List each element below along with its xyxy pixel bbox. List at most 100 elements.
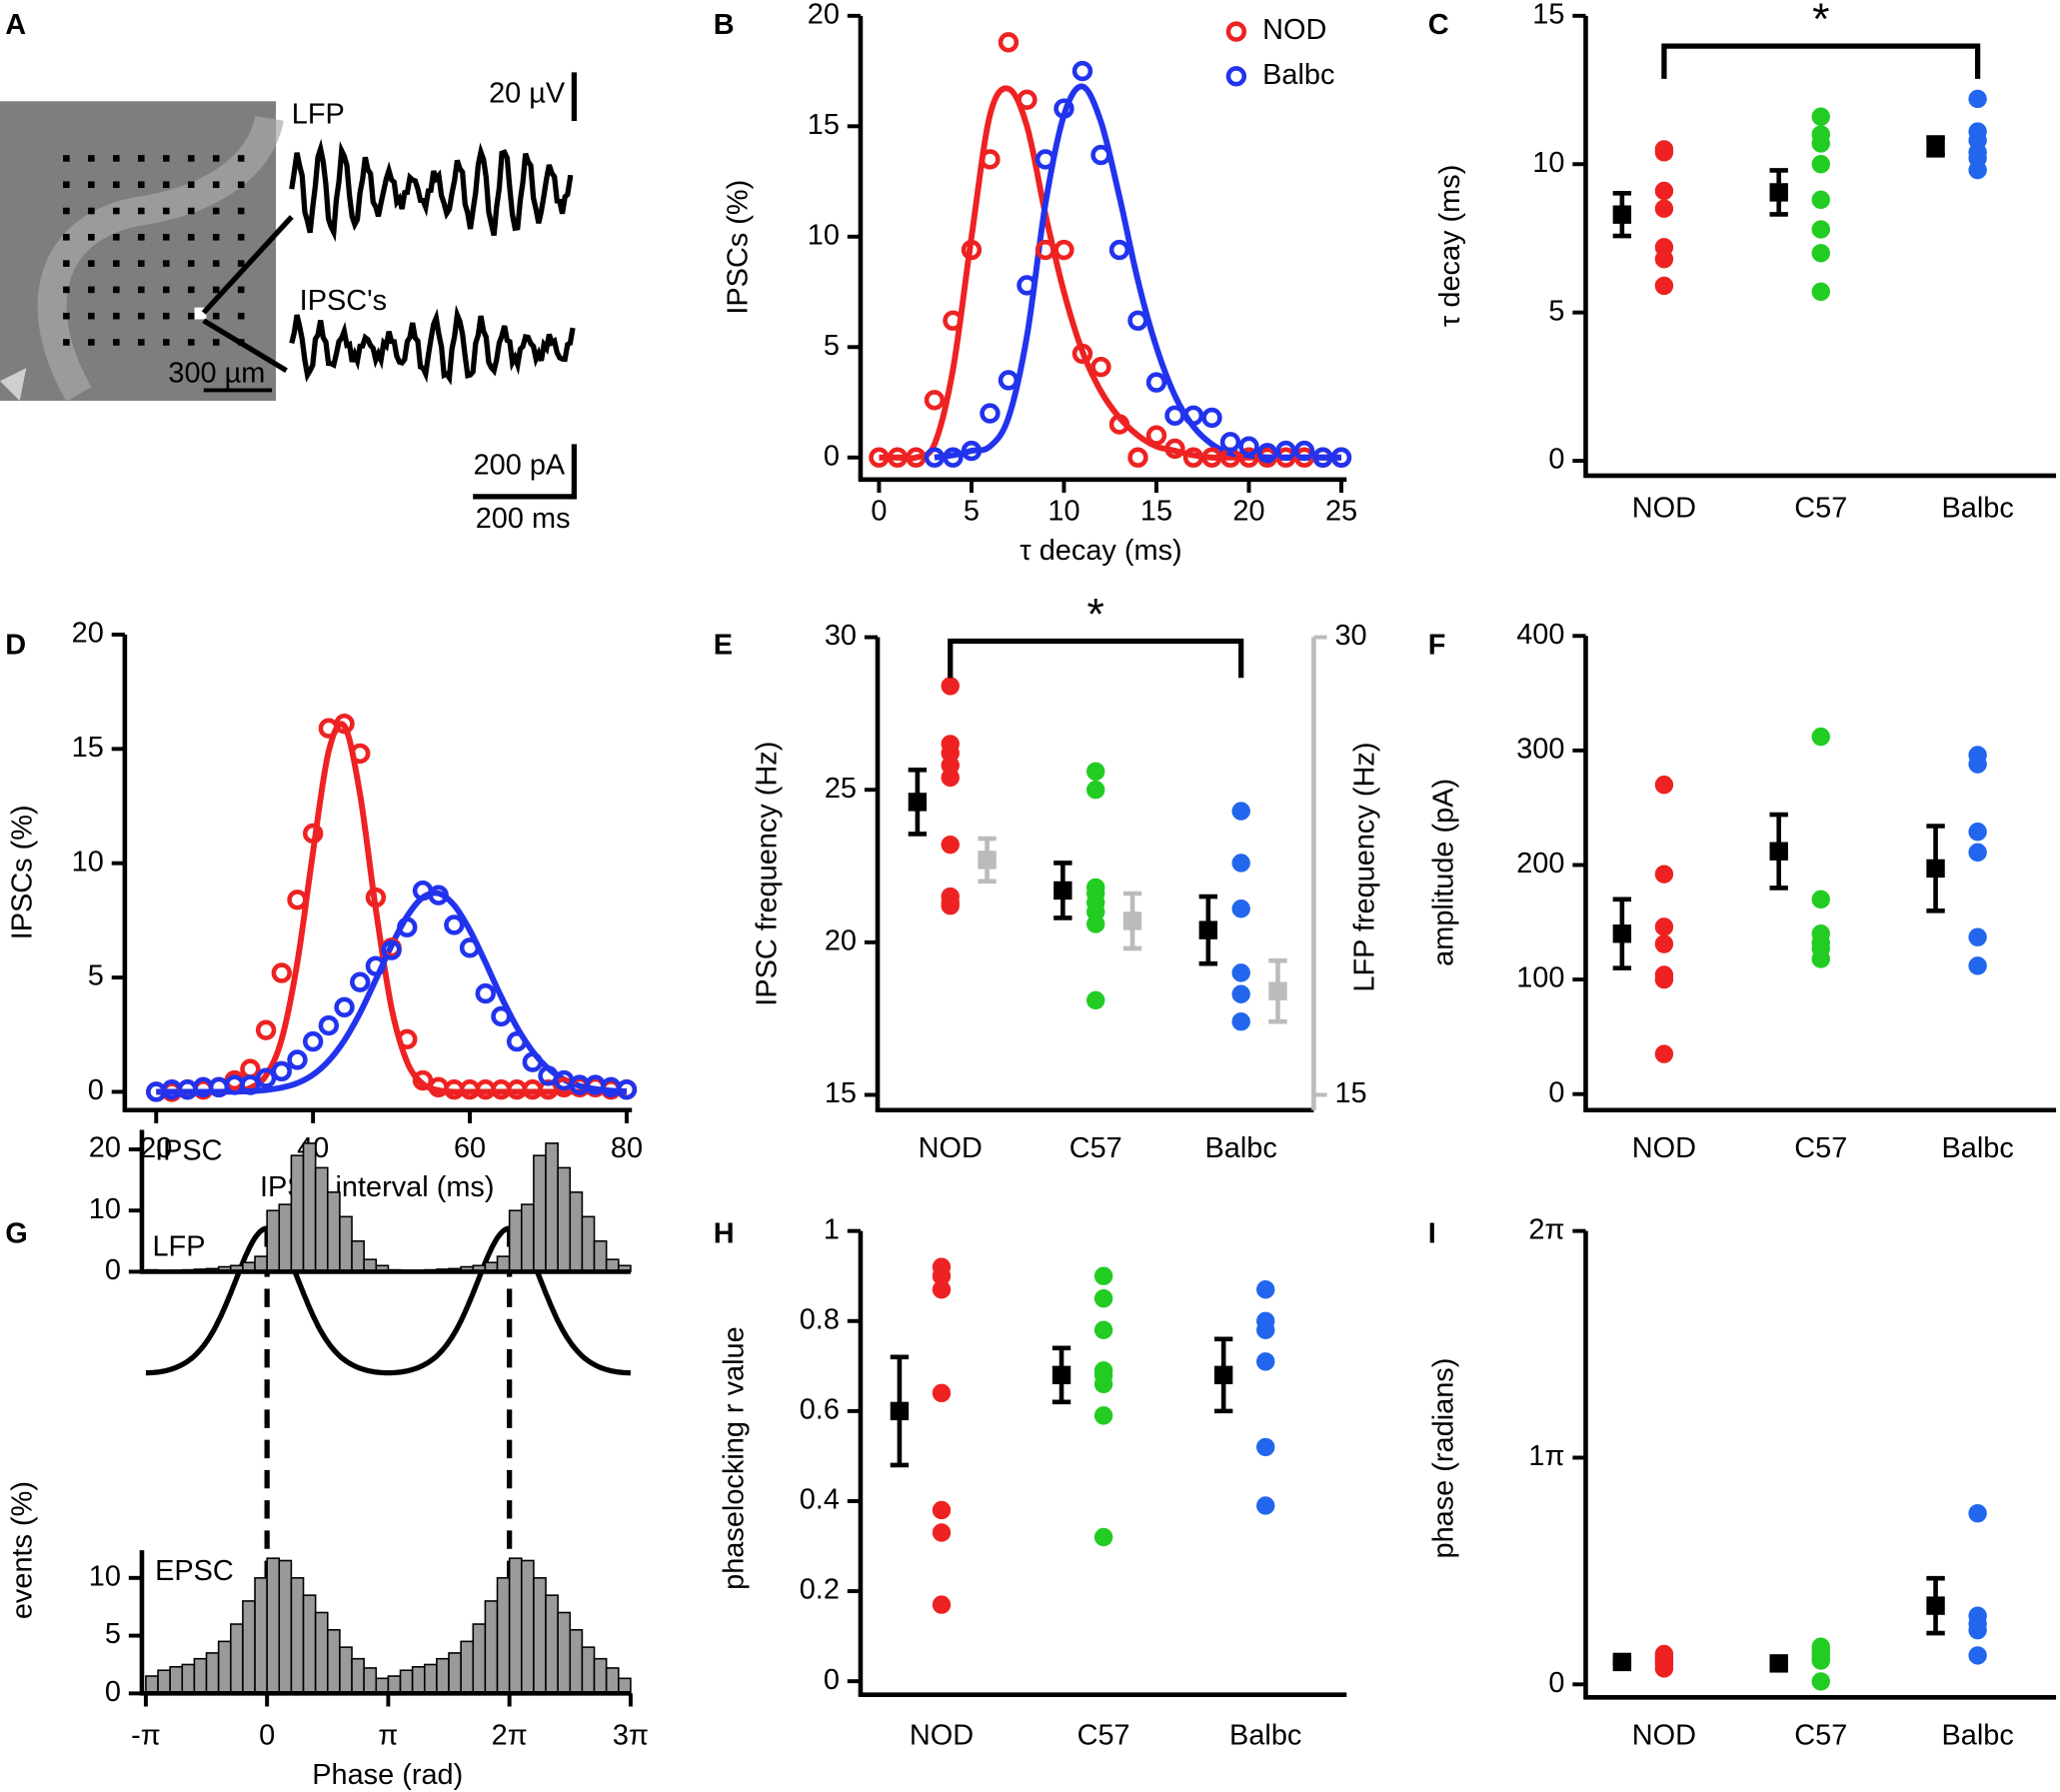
data-point <box>1968 1620 1987 1640</box>
histogram-bar <box>460 1640 475 1695</box>
mean-marker <box>1612 205 1632 224</box>
data-point <box>961 440 983 462</box>
histogram-bar <box>290 1154 305 1273</box>
x-tick-label: 0 <box>259 1719 275 1751</box>
data-point <box>1090 356 1111 378</box>
histogram-bar <box>605 1667 620 1695</box>
data-point <box>381 939 402 960</box>
histogram-label: IPSC <box>155 1134 222 1166</box>
data-point <box>1201 407 1222 429</box>
y-tick-label: 30 <box>825 620 857 652</box>
data-point <box>1968 160 1987 180</box>
significance-label: * <box>1087 591 1104 640</box>
data-point <box>365 955 387 976</box>
data-point <box>428 885 449 905</box>
histogram-bar <box>242 1600 256 1695</box>
mean-marker <box>1612 1652 1632 1672</box>
mean-marker <box>908 793 928 812</box>
axis-label: τ decay (ms) <box>1020 535 1181 567</box>
trace-label: IPSC's <box>300 285 387 317</box>
panel-label: G <box>5 1217 27 1249</box>
grid-dot <box>162 286 170 294</box>
grid-dot <box>187 207 195 215</box>
grid-dot <box>212 339 220 346</box>
data-point <box>240 1074 261 1095</box>
fit-line <box>934 83 1342 461</box>
y-tick-label: 20 <box>89 1132 121 1164</box>
grid-dot <box>63 181 70 189</box>
data-point <box>334 713 355 735</box>
data-point <box>350 971 371 992</box>
axis-label: τ decay (ms) <box>1434 165 1466 327</box>
data-point <box>365 887 387 908</box>
histogram-bar <box>229 1623 244 1695</box>
x-tick-label: NOD <box>919 1132 983 1164</box>
x-tick-label: 25 <box>1325 495 1357 527</box>
x-tick-label: 20 <box>140 1132 172 1164</box>
y-tick-label: 0 <box>824 440 840 472</box>
y-tick-label: 10 <box>89 1560 121 1592</box>
data-point <box>1090 144 1111 166</box>
data-point <box>1053 98 1074 119</box>
data-point <box>1231 854 1250 873</box>
grid-dot <box>113 207 120 215</box>
data-point <box>1086 990 1105 1010</box>
data-point <box>1654 143 1674 162</box>
data-point <box>1093 1406 1113 1425</box>
x-tick-label: 80 <box>611 1132 643 1164</box>
histogram-bar <box>520 1559 535 1695</box>
data-point <box>1164 438 1185 460</box>
grid-dot <box>63 312 70 320</box>
histogram-bar <box>314 1166 329 1273</box>
data-point <box>932 1500 952 1520</box>
x-tick-label: 60 <box>454 1132 486 1164</box>
data-point <box>1017 275 1037 296</box>
trace-label: LFP <box>292 98 345 130</box>
grid-dot <box>113 339 120 346</box>
data-point <box>255 1067 277 1088</box>
scale-label: 200 ms <box>476 503 571 535</box>
grid-dot <box>88 260 95 267</box>
data-point <box>318 1014 340 1036</box>
data-point <box>1071 60 1093 82</box>
grid-dot <box>88 339 95 346</box>
data-point <box>943 447 964 468</box>
lfp-schematic <box>145 1225 631 1376</box>
data-point <box>1312 447 1333 468</box>
histogram-bar <box>423 1663 438 1695</box>
grid-dot <box>187 260 195 267</box>
y-tick-label: 2π <box>1528 1213 1564 1245</box>
data-point <box>941 768 960 788</box>
data-point <box>1093 1266 1113 1285</box>
histogram-bar <box>581 1215 596 1273</box>
mean-marker <box>890 1401 910 1421</box>
histogram-bar <box>448 1652 462 1695</box>
grid-dot <box>113 260 120 267</box>
lfp-trace <box>289 138 574 243</box>
data-point <box>350 743 371 765</box>
grid-dot <box>138 286 145 294</box>
data-point <box>1238 436 1259 457</box>
grid-dot <box>162 234 170 241</box>
y-tick-label: 10 <box>72 846 104 878</box>
histogram-bar <box>545 1142 559 1273</box>
scale-label: 200 pA <box>474 449 566 481</box>
axis-label: Phase (rad) <box>312 1759 463 1791</box>
scale-label: 300 µm <box>168 357 265 389</box>
axis-label: LFP frequency (Hz) <box>1349 743 1381 992</box>
mean-marker <box>1612 924 1632 943</box>
y-tick-label: 10 <box>1532 147 1564 179</box>
significance-bracket <box>1661 43 1981 79</box>
data-point <box>1231 984 1250 1003</box>
data-point <box>1275 447 1296 468</box>
x-tick-label: 5 <box>964 495 980 527</box>
y-tick-label: 0 <box>1548 444 1564 476</box>
data-point <box>1968 823 1987 842</box>
data-point <box>980 403 1001 424</box>
histogram-bar <box>302 1142 317 1273</box>
data-point <box>932 1383 952 1403</box>
histogram-bar <box>363 1667 378 1695</box>
grid-dot <box>162 207 170 215</box>
grid-dot <box>212 260 220 267</box>
grid-dot <box>187 234 195 241</box>
